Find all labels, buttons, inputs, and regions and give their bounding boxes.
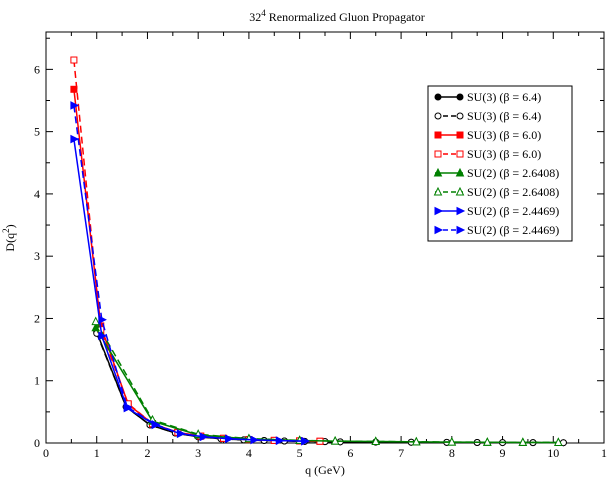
y-tick-label: 6: [34, 62, 40, 76]
y-tick-label: 0: [34, 436, 40, 450]
legend-item: SU(2) (β = 2.4469): [434, 204, 559, 218]
series-7: [70, 134, 310, 446]
legend-label: SU(2) (β = 2.6408): [467, 185, 559, 199]
data-point: [70, 56, 78, 64]
data-point: [456, 206, 466, 216]
data-point: [70, 101, 80, 110]
chart-title: 324 Renormalized Gluon Propagator: [249, 8, 424, 24]
y-tick-label: 5: [34, 125, 40, 139]
data-point: [98, 331, 107, 341]
series-line: [73, 89, 320, 443]
data-point: [91, 322, 101, 332]
data-point: [434, 225, 444, 235]
legend-label: SU(3) (β = 6.0): [467, 128, 541, 142]
x-tick-label: 0: [43, 446, 49, 460]
legend-item: SU(2) (β = 2.6408): [433, 185, 559, 199]
legend: SU(3) (β = 6.4) SU(3) (β = 6.4) SU(3) (β =…: [427, 85, 573, 242]
data-point: [275, 436, 285, 445]
data-point: [91, 316, 101, 326]
x-tick-label: 7: [398, 446, 404, 460]
data-point: [412, 436, 421, 446]
data-point: [250, 435, 260, 445]
legend-item: SU(3) (β = 6.4): [434, 90, 541, 104]
series-3: [70, 85, 324, 445]
data-point: [433, 186, 443, 196]
x-tick-label: 5: [297, 446, 303, 460]
legend-item: SU(3) (β = 6.0): [434, 128, 541, 142]
data-point: [98, 315, 107, 325]
data-point: [483, 437, 492, 446]
legend-label: SU(2) (β = 2.4469): [467, 204, 559, 218]
data-point: [301, 436, 310, 446]
data-point: [176, 429, 186, 438]
data-point: [70, 134, 80, 144]
series-line: [73, 139, 305, 442]
data-point: [518, 437, 528, 446]
legend-item: SU(3) (β = 6.0): [434, 147, 541, 161]
series-line: [95, 321, 559, 444]
x-tick-label: 3: [195, 446, 201, 460]
legend-item: SU(3) (β = 6.4): [434, 109, 541, 123]
data-point: [433, 167, 443, 177]
data-point: [151, 420, 161, 429]
data-point: [434, 112, 442, 120]
series-line: [96, 333, 564, 444]
data-point: [554, 437, 563, 446]
data-point: [434, 131, 442, 139]
data-point: [434, 150, 442, 158]
legend-label: SU(3) (β = 6.4): [467, 90, 541, 104]
legend-item: SU(2) (β = 2.4469): [434, 223, 559, 237]
data-point: [330, 435, 340, 445]
x-tick-label: 6: [347, 446, 353, 460]
x-tick-label: 8: [449, 446, 455, 460]
data-point: [455, 167, 465, 177]
series-line: [73, 59, 320, 443]
x-tick-label: 9: [500, 446, 506, 460]
series-6: [91, 316, 563, 446]
y-tick-label: 4: [34, 187, 40, 201]
legend-label: SU(3) (β = 6.4): [467, 109, 541, 123]
y-tick-label: 1: [34, 374, 40, 388]
data-point: [456, 131, 464, 139]
data-point: [225, 434, 234, 444]
legend-label: SU(2) (β = 2.4469): [467, 223, 559, 237]
x-tick-label: 1: [601, 446, 607, 460]
series-line: [73, 105, 305, 442]
x-tick-label: 2: [144, 446, 150, 460]
y-axis-label: D(q2): [1, 224, 17, 251]
series-layer: [70, 56, 567, 447]
series-8: [70, 101, 310, 446]
legend-label: SU(3) (β = 6.0): [467, 147, 541, 161]
data-point: [123, 402, 133, 412]
data-point: [70, 85, 78, 93]
legend-item: SU(2) (β = 2.6408): [433, 166, 559, 180]
data-point: [456, 93, 464, 101]
y-tick-label: 2: [34, 311, 40, 325]
data-point: [199, 432, 209, 442]
data-point: [456, 225, 466, 235]
data-point: [434, 206, 444, 216]
x-tick-label: 1: [94, 446, 100, 460]
data-point: [447, 436, 457, 446]
series-line: [95, 327, 559, 444]
data-point: [434, 93, 442, 101]
x-tick-label: 4: [246, 446, 252, 460]
data-point: [456, 112, 464, 120]
legend-label: SU(2) (β = 2.6408): [467, 166, 559, 180]
y-tick-label: 3: [34, 249, 40, 263]
data-point: [371, 436, 381, 445]
legend-box: [427, 85, 573, 242]
series-4: [70, 56, 324, 445]
x-axis-label: q (GeV): [305, 463, 345, 477]
data-point: [455, 186, 465, 196]
data-point: [456, 150, 464, 158]
x-tick-label: 10: [547, 446, 559, 460]
